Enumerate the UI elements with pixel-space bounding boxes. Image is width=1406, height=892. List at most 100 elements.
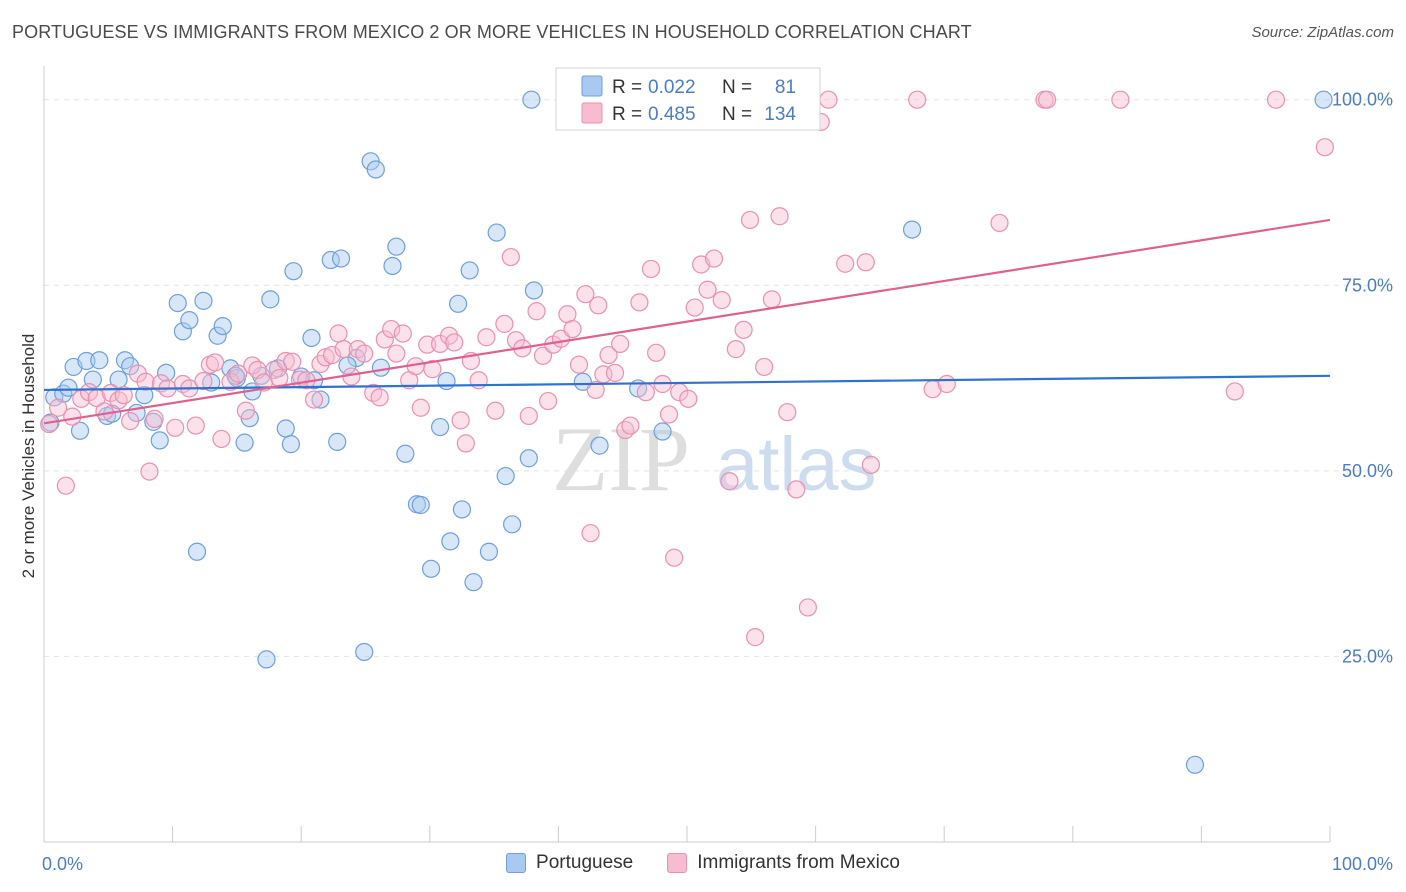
point-pink-33 xyxy=(270,368,289,388)
point-pink-107 xyxy=(746,628,765,647)
point-pink-127 xyxy=(1266,90,1286,109)
point-pink-105 xyxy=(734,320,753,339)
y-tick-label-3: 100.0% xyxy=(1332,90,1393,110)
point-pink-78 xyxy=(563,319,582,339)
point-pink-98 xyxy=(685,298,704,317)
point-blue-23 xyxy=(194,291,213,310)
point-pink-85 xyxy=(605,363,625,382)
point-pink-122 xyxy=(990,213,1009,233)
stats-r-label-0: R = xyxy=(612,77,642,98)
axis-labels: 25.0% 50.0% 75.0% 100.0% 0.0% 100.0% 2 or more… xyxy=(19,90,1393,874)
point-pink-100 xyxy=(698,280,717,299)
point-blue-64 xyxy=(496,466,515,486)
point-blue-5 xyxy=(70,421,90,440)
point-blue-19 xyxy=(168,293,187,313)
stats-r-value-0: 0.022 xyxy=(648,77,696,98)
point-pink-15 xyxy=(145,409,164,428)
point-pink-61 xyxy=(451,411,470,430)
point-pink-65 xyxy=(477,328,496,347)
point-pink-86 xyxy=(611,334,630,354)
point-blue-22 xyxy=(187,542,207,561)
point-blue-58 xyxy=(448,294,468,313)
point-pink-109 xyxy=(762,290,781,309)
x-tick-label-min: 0.0% xyxy=(42,854,83,874)
point-blue-18 xyxy=(157,363,176,382)
point-pink-111 xyxy=(778,403,797,422)
point-blue-66 xyxy=(519,449,538,468)
point-blue-57 xyxy=(441,532,460,551)
point-pink-43 xyxy=(334,340,353,359)
point-blue-69 xyxy=(573,372,592,391)
point-pink-35 xyxy=(283,352,302,371)
y-tick-label-2: 75.0% xyxy=(1342,275,1393,295)
point-pink-89 xyxy=(630,293,649,312)
y-tick-label-0: 25.0% xyxy=(1342,646,1393,666)
point-pink-112 xyxy=(787,480,806,499)
point-blue-3 xyxy=(59,378,78,397)
point-blue-40 xyxy=(302,328,321,348)
stats-legend: R = 0.022 N = 81 R = 0.485 N = 134 xyxy=(555,67,821,131)
stats-swatch-blue xyxy=(581,75,603,97)
point-blue-56 xyxy=(437,371,456,391)
point-blue-44 xyxy=(331,249,351,268)
chart-title: PORTUGUESE VS IMMIGRANTS FROM MEXICO 2 O… xyxy=(12,22,972,42)
point-pink-90 xyxy=(636,383,655,402)
watermark-zip: ZIP xyxy=(552,408,690,510)
point-pink-116 xyxy=(836,254,855,273)
point-blue-37 xyxy=(281,435,301,454)
point-pink-51 xyxy=(387,344,406,363)
point-pink-55 xyxy=(411,398,430,417)
point-pink-21 xyxy=(186,416,205,435)
point-pink-84 xyxy=(599,345,618,365)
point-pink-81 xyxy=(581,524,600,543)
point-pink-132 xyxy=(586,380,605,400)
point-pink-1 xyxy=(49,398,68,417)
legend-swatch-pink xyxy=(667,853,688,873)
point-pink-3 xyxy=(63,407,82,426)
point-pink-18 xyxy=(166,418,185,437)
point-pink-71 xyxy=(519,406,538,426)
point-pink-97 xyxy=(679,389,698,408)
point-pink-27 xyxy=(229,364,248,383)
chart-source: Source: ZipAtlas.com xyxy=(1251,24,1394,41)
point-pink-91 xyxy=(641,259,661,279)
legend-label-mexico: Immigrants from Mexico xyxy=(697,852,900,873)
point-pink-80 xyxy=(576,285,595,304)
point-pink-128 xyxy=(1315,138,1334,157)
point-pink-10 xyxy=(114,386,133,405)
point-blue-80 xyxy=(411,495,430,515)
point-pink-48 xyxy=(370,388,389,407)
point-pink-126 xyxy=(1225,382,1244,401)
stats-n-label-1: N = xyxy=(722,104,752,125)
point-pink-46 xyxy=(355,344,374,363)
point-blue-12 xyxy=(115,351,135,370)
point-pink-117 xyxy=(856,253,875,272)
point-pink-106 xyxy=(740,210,760,230)
point-pink-119 xyxy=(908,90,927,109)
stats-swatch-pink xyxy=(581,102,603,124)
point-blue-20 xyxy=(173,322,192,341)
point-pink-110 xyxy=(770,207,789,226)
stats-n-value-1: 134 xyxy=(764,104,796,125)
point-pink-13 xyxy=(136,372,155,391)
point-blue-15 xyxy=(135,386,154,405)
stats-r-value-1: 0.485 xyxy=(648,104,696,125)
point-blue-61 xyxy=(464,573,483,592)
point-blue-17 xyxy=(150,431,169,450)
point-pink-57 xyxy=(423,360,442,379)
point-blue-76 xyxy=(1314,90,1333,109)
gridlines xyxy=(44,99,1392,657)
point-pink-102 xyxy=(712,291,731,310)
point-pink-121 xyxy=(937,374,956,394)
y-tick-label-1: 50.0% xyxy=(1342,461,1393,481)
point-blue-59 xyxy=(452,500,472,519)
point-pink-50 xyxy=(382,319,401,339)
trend-line-pink xyxy=(43,218,1331,425)
point-pink-60 xyxy=(445,333,464,352)
point-pink-88 xyxy=(621,416,640,435)
point-blue-79 xyxy=(226,366,245,385)
point-pink-115 xyxy=(819,90,838,109)
point-blue-50 xyxy=(383,256,402,276)
point-pink-95 xyxy=(665,548,684,567)
